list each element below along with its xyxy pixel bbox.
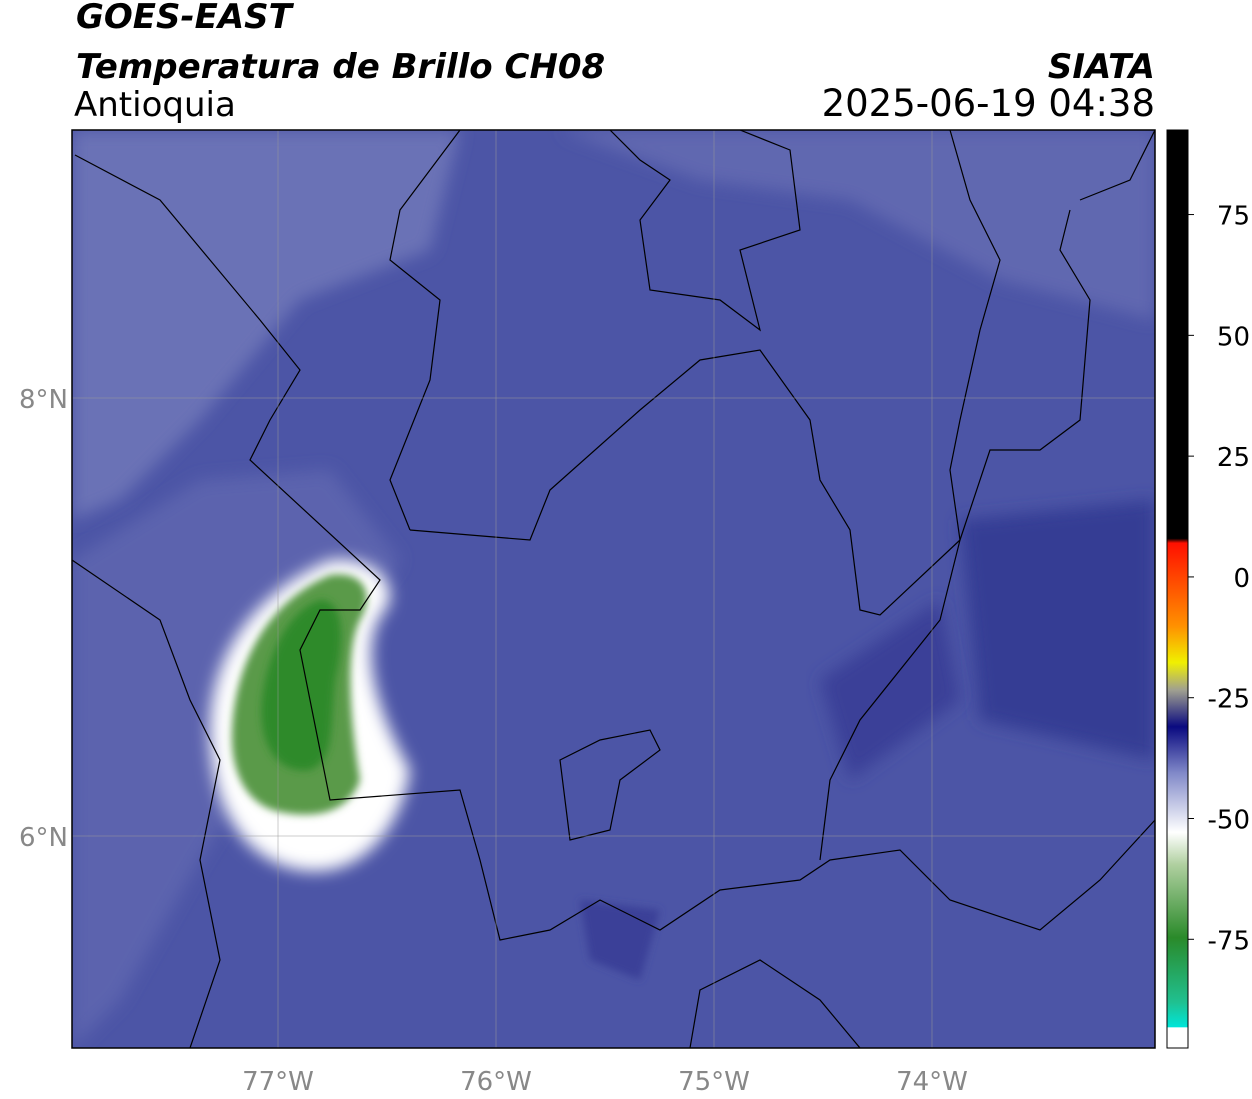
colorbar-tick-label: -50 [1208, 806, 1250, 836]
x-tick-label: 74°W [896, 1067, 968, 1097]
x-tick-label: 76°W [460, 1067, 532, 1097]
title: GOES-EAST [76, 0, 295, 37]
satellite-image [72, 130, 1155, 1048]
x-tick-label: 77°W [242, 1067, 314, 1097]
y-tick-label: 8°N [19, 385, 68, 415]
colorbar-tick-label: 75 [1217, 202, 1250, 232]
y-tick-label: 6°N [19, 823, 68, 853]
source: SIATA [1048, 47, 1155, 87]
colorbar-tick-label: -75 [1208, 926, 1250, 956]
timestamp: 2025-06-19 04:38 [822, 82, 1155, 125]
region: Antioquia [74, 85, 236, 125]
colorbar-tick-label: 25 [1217, 443, 1250, 473]
map-frame [71, 129, 1156, 1049]
subtitle: Temperatura de Brillo CH08 [76, 47, 605, 87]
colorbar-tick-label: 0 [1233, 564, 1250, 594]
x-tick-label: 75°W [678, 1067, 750, 1097]
colorbar-tick-label: 50 [1217, 322, 1250, 352]
grid [72, 130, 1155, 1048]
colorbar [1166, 129, 1189, 1049]
colorbar-tick-label: -25 [1208, 685, 1250, 715]
